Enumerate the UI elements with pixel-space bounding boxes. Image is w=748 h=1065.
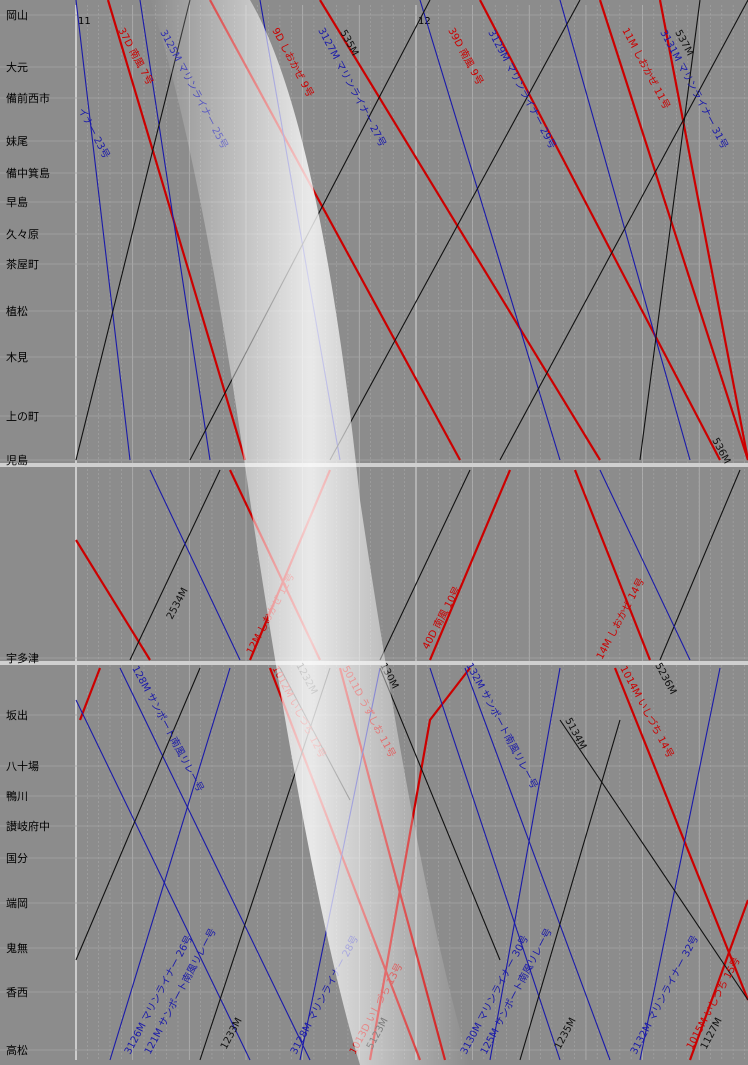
station-label: 早島 [6,195,28,209]
station-label: 備中箕島 [6,166,50,180]
train-line [499,0,748,461]
station-label: 鬼無 [6,941,28,955]
station-label: 児島 [6,453,28,467]
train-line [329,0,581,461]
train-line [75,0,131,461]
hour-label: 12 [418,16,431,27]
train-line [573,469,652,661]
train-line [129,469,221,661]
train-line [379,469,471,661]
train-line [479,0,721,461]
train-line [379,667,501,961]
hour-axis: 11 12 [78,16,431,27]
station-label: 岡山 [6,9,28,22]
station-label: 讃岐府中 [6,819,50,833]
train-line [75,539,151,661]
station-label: 八十場 [6,759,39,773]
section-divider [0,463,748,467]
train-line [658,0,748,461]
train-line [519,719,621,1061]
train-line [599,469,691,661]
train-line [429,667,561,1061]
glare-highlight [150,0,470,1065]
train-line [78,667,102,721]
station-label: 国分 [6,852,28,865]
train-line [109,667,231,1061]
train-line [489,667,561,1061]
train-line [119,667,311,1061]
station-label: 備前西市 [6,91,50,105]
station-label: 茶屋町 [6,258,39,271]
station-label: 鴨川 [6,789,28,803]
train-line [75,667,201,961]
train-line [559,719,748,1001]
station-label: 上の町 [6,410,39,423]
station-label: 植松 [6,304,28,318]
train-line [639,667,721,1061]
train-line [139,0,211,461]
station-label: 香西 [6,986,28,999]
station-label: 高松 [6,1043,28,1057]
hour-label: 11 [78,16,91,27]
train-line [428,469,512,661]
station-label: 木見 [6,351,28,364]
station-axis: 岡山大元備前西市妹尾備中箕島早島久々原茶屋町植松木見上の町児島宇多津坂出八十場鴨… [0,9,748,1057]
train-line [613,667,748,1001]
train-line [75,0,191,461]
station-label: 宇多津 [6,651,39,665]
station-label: 大元 [6,60,28,74]
train-line [559,0,691,461]
station-label: 端岡 [6,897,28,910]
train-line [419,0,561,461]
station-label: 坂出 [6,708,28,722]
train-line [149,469,241,661]
train-line [106,0,247,461]
train-line [319,0,601,461]
train-line [598,0,748,461]
station-label: 久々原 [6,228,39,241]
train-line [464,667,611,1061]
train-line [75,699,251,1061]
train-line [688,899,748,1061]
train-line [659,469,741,661]
station-label: 妹尾 [6,135,28,148]
train-line [639,0,701,461]
